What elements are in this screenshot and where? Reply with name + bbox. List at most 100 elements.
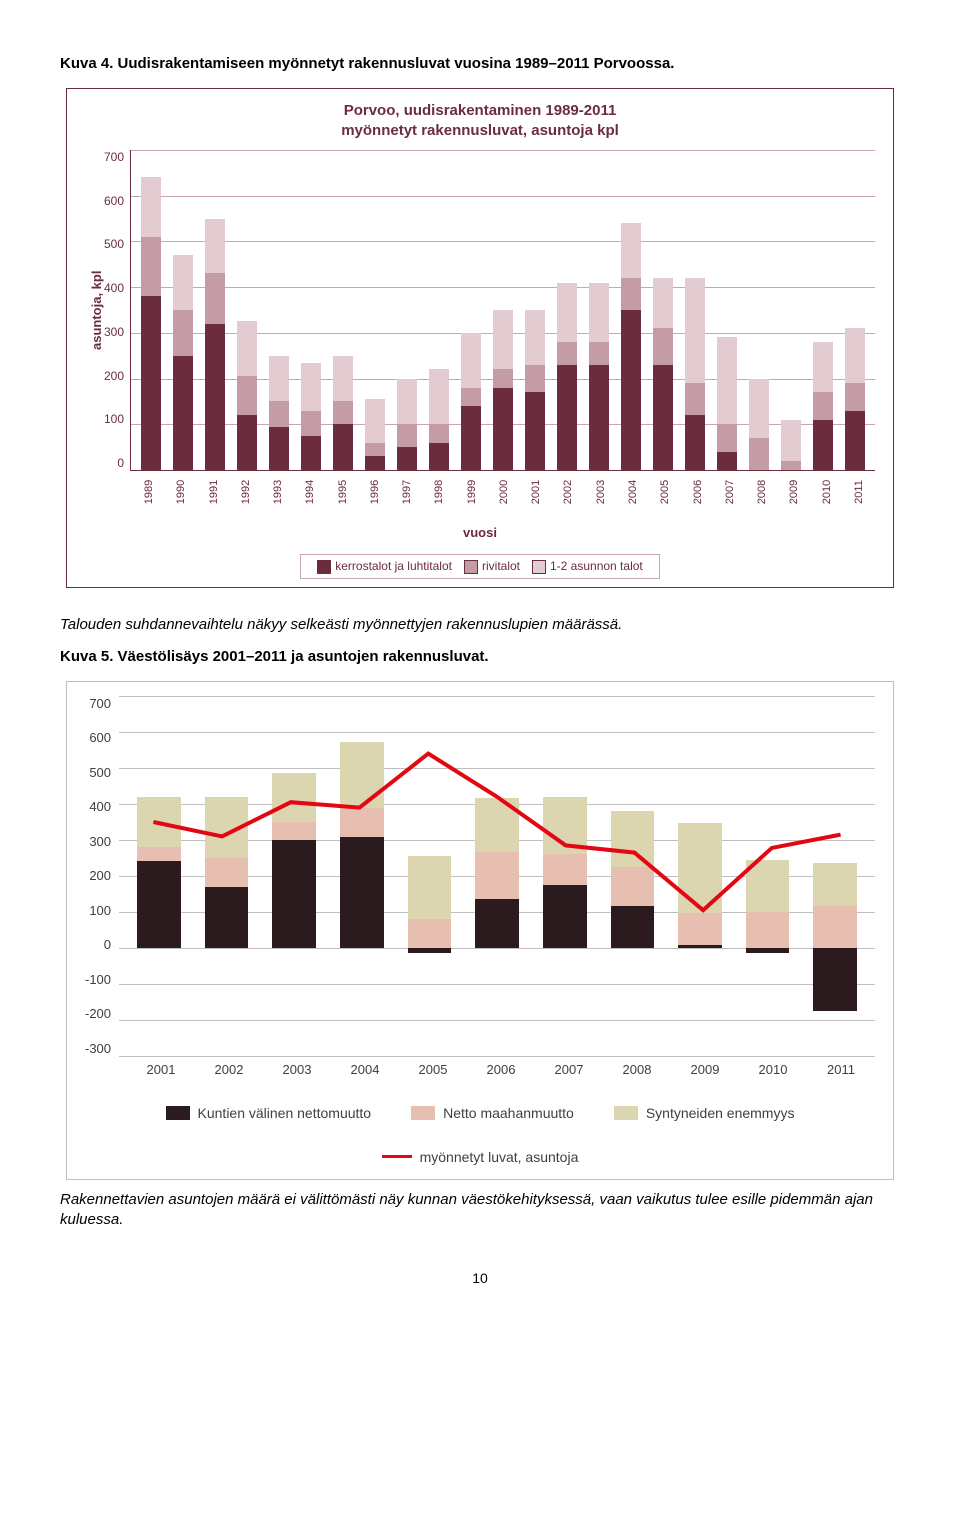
chart-1-bar-segment xyxy=(141,237,161,296)
chart-1-bar-segment xyxy=(653,278,673,328)
chart-1-bar xyxy=(297,363,325,470)
chart-2-bar-segment xyxy=(475,798,519,852)
chart-1-bar xyxy=(841,328,869,470)
chart-1-bar-segment xyxy=(397,447,417,470)
chart-1-bar-segment xyxy=(589,365,609,470)
chart-2-bar xyxy=(807,696,863,1056)
chart-1-xlabels: 1989199019911992199319941995199619971998… xyxy=(85,477,875,507)
chart-1-bar-segment xyxy=(173,310,193,356)
chart-2-bar-segment xyxy=(475,899,519,948)
chart-1-bar-segment xyxy=(237,376,257,415)
chart-1-bar-segment xyxy=(717,424,737,451)
chart-1-bar-segment xyxy=(525,365,545,392)
chart-1-bar-segment xyxy=(301,436,321,470)
chart-1-xtick: 1989 xyxy=(134,476,164,508)
chart-1-xtick: 1991 xyxy=(199,476,229,508)
chart-2-bar-segment xyxy=(340,808,384,837)
chart-2-legend-item: Syntyneiden enemmyys xyxy=(614,1105,795,1121)
chart-2-ytick: 600 xyxy=(85,730,111,745)
chart-1-xtick: 2004 xyxy=(618,476,648,508)
legend-swatch xyxy=(464,560,478,574)
chart-1-ylabel: asuntoja, kpl xyxy=(85,150,104,471)
chart-1-bar xyxy=(201,219,229,470)
chart-2-bar-segment xyxy=(205,797,249,858)
chart-1-xlabel: vuosi xyxy=(85,525,875,540)
chart-1-xtick: 1996 xyxy=(360,476,390,508)
chart-1-bar-segment xyxy=(365,399,385,442)
chart-1-bar xyxy=(137,177,165,470)
chart-2-bar-segment xyxy=(678,945,722,948)
chart-1-bar-segment xyxy=(685,278,705,383)
chart-2-bar-segment xyxy=(137,847,181,861)
chart-1-bar-segment xyxy=(429,443,449,470)
chart-1-bar-segment xyxy=(173,255,193,310)
chart-1-bar-segment xyxy=(461,333,481,388)
chart-1-legend-item: kerrostalot ja luhtitalot xyxy=(317,559,452,573)
chart-1-ytick: 600 xyxy=(104,194,124,208)
chart-2-xlabels: 2001200220032004200520062007200820092010… xyxy=(85,1062,875,1077)
chart-2-bar xyxy=(402,696,458,1056)
chart-2-bar-segment xyxy=(746,948,790,953)
legend-swatch xyxy=(532,560,546,574)
chart-2-xtick: 2011 xyxy=(807,1062,875,1077)
chart-1-bar xyxy=(457,333,485,470)
chart-2-xtick: 2004 xyxy=(331,1062,399,1077)
chart-2-ytick: 500 xyxy=(85,765,111,780)
chart-2-bar xyxy=(740,696,796,1056)
chart-2-ytick: 400 xyxy=(85,799,111,814)
chart-2-legend: Kuntien välinen nettomuuttoNetto maahanm… xyxy=(85,1105,875,1165)
chart-2-bar xyxy=(266,696,322,1056)
chart-2-bar-segment xyxy=(611,811,655,867)
chart-1-bar-segment xyxy=(813,392,833,419)
chart-1-xtick: 2000 xyxy=(489,476,519,508)
chart-2-ytick: -300 xyxy=(85,1041,111,1056)
figure-5-caption: Kuva 5. Väestölisäys 2001–2011 ja asunto… xyxy=(60,648,900,665)
chart-1-legend-item: rivitalot xyxy=(464,559,520,573)
chart-1-bar-segment xyxy=(557,342,577,365)
chart-1-ytick: 700 xyxy=(104,150,124,164)
chart-1-bar xyxy=(329,356,357,470)
chart-2-legend-item: Netto maahanmuutto xyxy=(411,1105,574,1121)
chart-1-plot-area xyxy=(130,150,875,471)
chart-1-bar-segment xyxy=(365,443,385,457)
chart-1-xtick: 1990 xyxy=(166,476,196,508)
chart-2-bar xyxy=(469,696,525,1056)
chart-1-bar-segment xyxy=(301,363,321,411)
chart-1-bar-segment xyxy=(845,383,865,410)
chart-1-xtick: 2003 xyxy=(586,476,616,508)
chart-1-bar-segment xyxy=(493,310,513,369)
chart-1-bar-segment xyxy=(397,424,417,447)
chart-1-bar-segment xyxy=(653,328,673,365)
chart-1-xtick: 1992 xyxy=(231,476,261,508)
chart-1-xtick: 2009 xyxy=(779,476,809,508)
chart-1-bar xyxy=(521,310,549,470)
chart-2-ytick: 300 xyxy=(85,834,111,849)
chart-1-bar xyxy=(169,255,197,470)
legend-swatch xyxy=(614,1106,638,1120)
chart-1-bar-segment xyxy=(237,321,257,376)
chart-2-xtick: 2005 xyxy=(399,1062,467,1077)
body-paragraph-2: Rakennettavien asuntojen määrä ei välitt… xyxy=(60,1190,900,1231)
chart-1-ytick: 0 xyxy=(104,456,124,470)
chart-1-bar-segment xyxy=(749,438,769,470)
chart-1-bar-segment xyxy=(781,461,801,470)
chart-1-bar-segment xyxy=(397,379,417,425)
chart-1-bar-segment xyxy=(269,356,289,402)
chart-1-bar-segment xyxy=(845,328,865,383)
chart-2-bar-segment xyxy=(678,823,722,913)
chart-1-bar-segment xyxy=(493,388,513,470)
chart-1-bar-segment xyxy=(557,283,577,342)
chart-1-bar xyxy=(425,369,453,470)
chart-2-bar-segment xyxy=(611,867,655,907)
chart-2-bar-segment xyxy=(408,948,452,953)
chart-2-xtick: 2007 xyxy=(535,1062,603,1077)
chart-1-container: Porvoo, uudisrakentaminen 1989-2011 myön… xyxy=(66,88,894,588)
chart-1-xtick: 2001 xyxy=(521,476,551,508)
chart-2-xtick: 2002 xyxy=(195,1062,263,1077)
chart-1-bar-segment xyxy=(685,383,705,415)
chart-2-bar-segment xyxy=(205,887,249,948)
chart-1-xtick: 2011 xyxy=(844,476,874,508)
chart-2-xtick: 2008 xyxy=(603,1062,671,1077)
chart-1-bar xyxy=(233,321,261,470)
chart-1-bar xyxy=(265,356,293,470)
